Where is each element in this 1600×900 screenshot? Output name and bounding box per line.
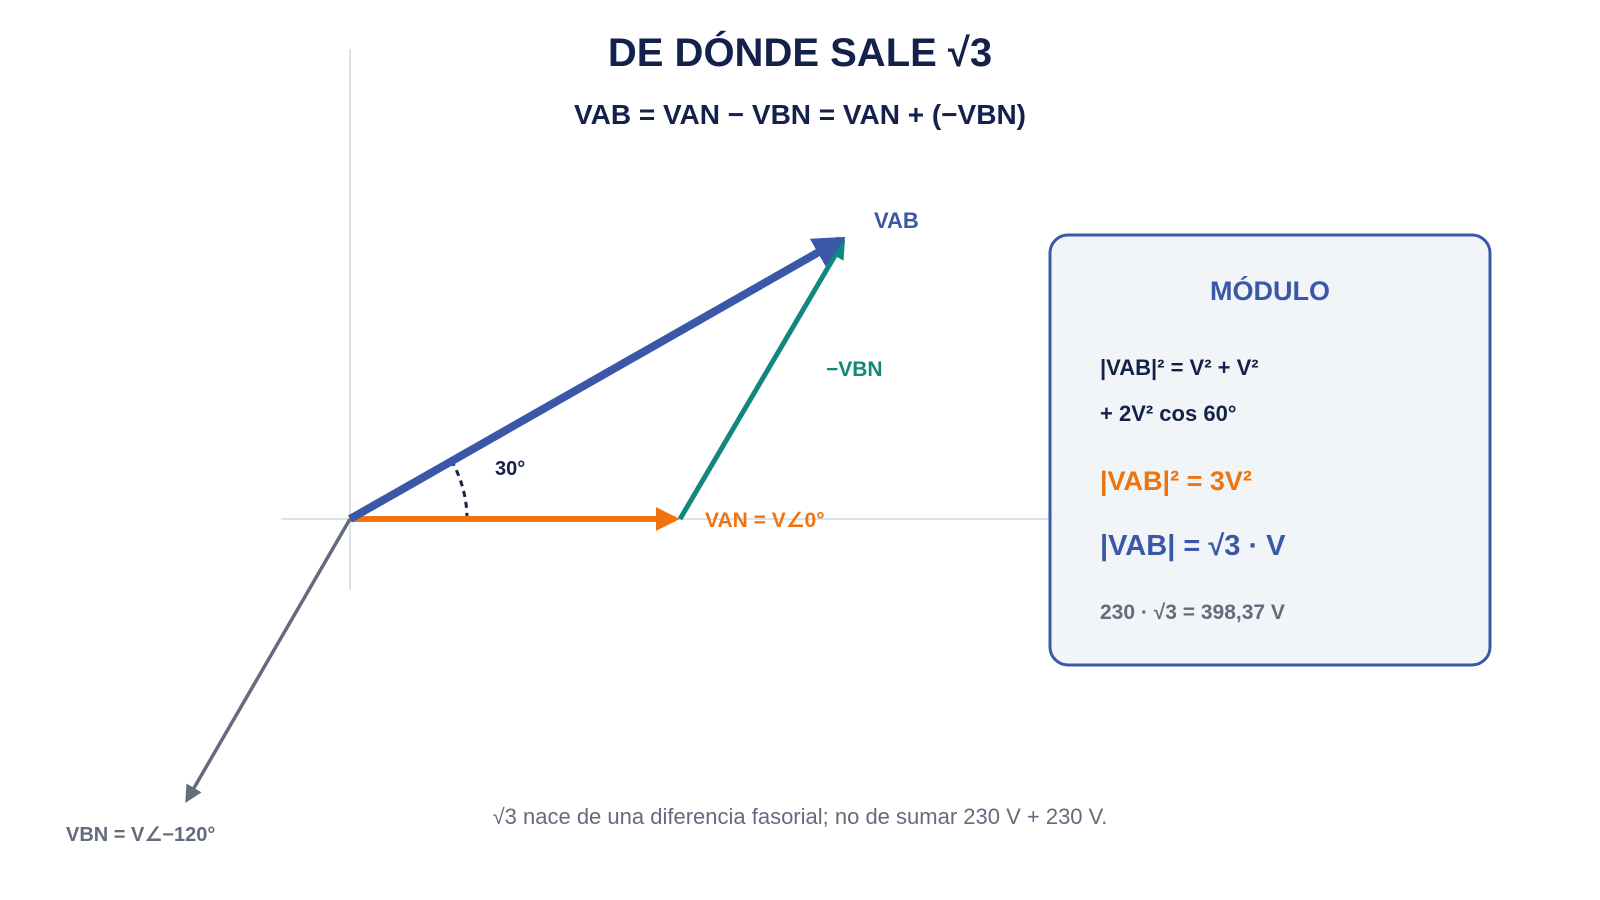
module-result: |VAB|² = 3V² — [1100, 466, 1252, 496]
angle-arc — [450, 459, 469, 520]
module-example: 230 · √3 = 398,37 V — [1100, 601, 1285, 624]
vbn-label: VBN = V∠−120° — [66, 824, 215, 846]
neg-vbn-label: −VBN — [826, 358, 883, 381]
angle-label: 30° — [495, 458, 525, 480]
subtitle: VAB = VAN − VBN = VAN + (−VBN) — [574, 99, 1026, 130]
vbn-vector — [185, 518, 352, 804]
module-title: MÓDULO — [1210, 275, 1330, 306]
module-line: + 2V² cos 60° — [1100, 401, 1237, 426]
footnote: √3 nace de una diferencia fasorial; no d… — [493, 804, 1108, 829]
module-result: |VAB| = √3 · V — [1100, 530, 1286, 562]
neg-vbn-vector — [677, 238, 846, 521]
title: DE DÓNDE SALE √3 — [608, 29, 992, 75]
van-label: VAN = V∠0° — [705, 509, 825, 532]
vab-label: VAB — [874, 208, 919, 233]
vab-vector — [348, 236, 846, 523]
module-line: |VAB|² = V² + V² — [1100, 355, 1259, 380]
module-box — [1048, 233, 1492, 667]
